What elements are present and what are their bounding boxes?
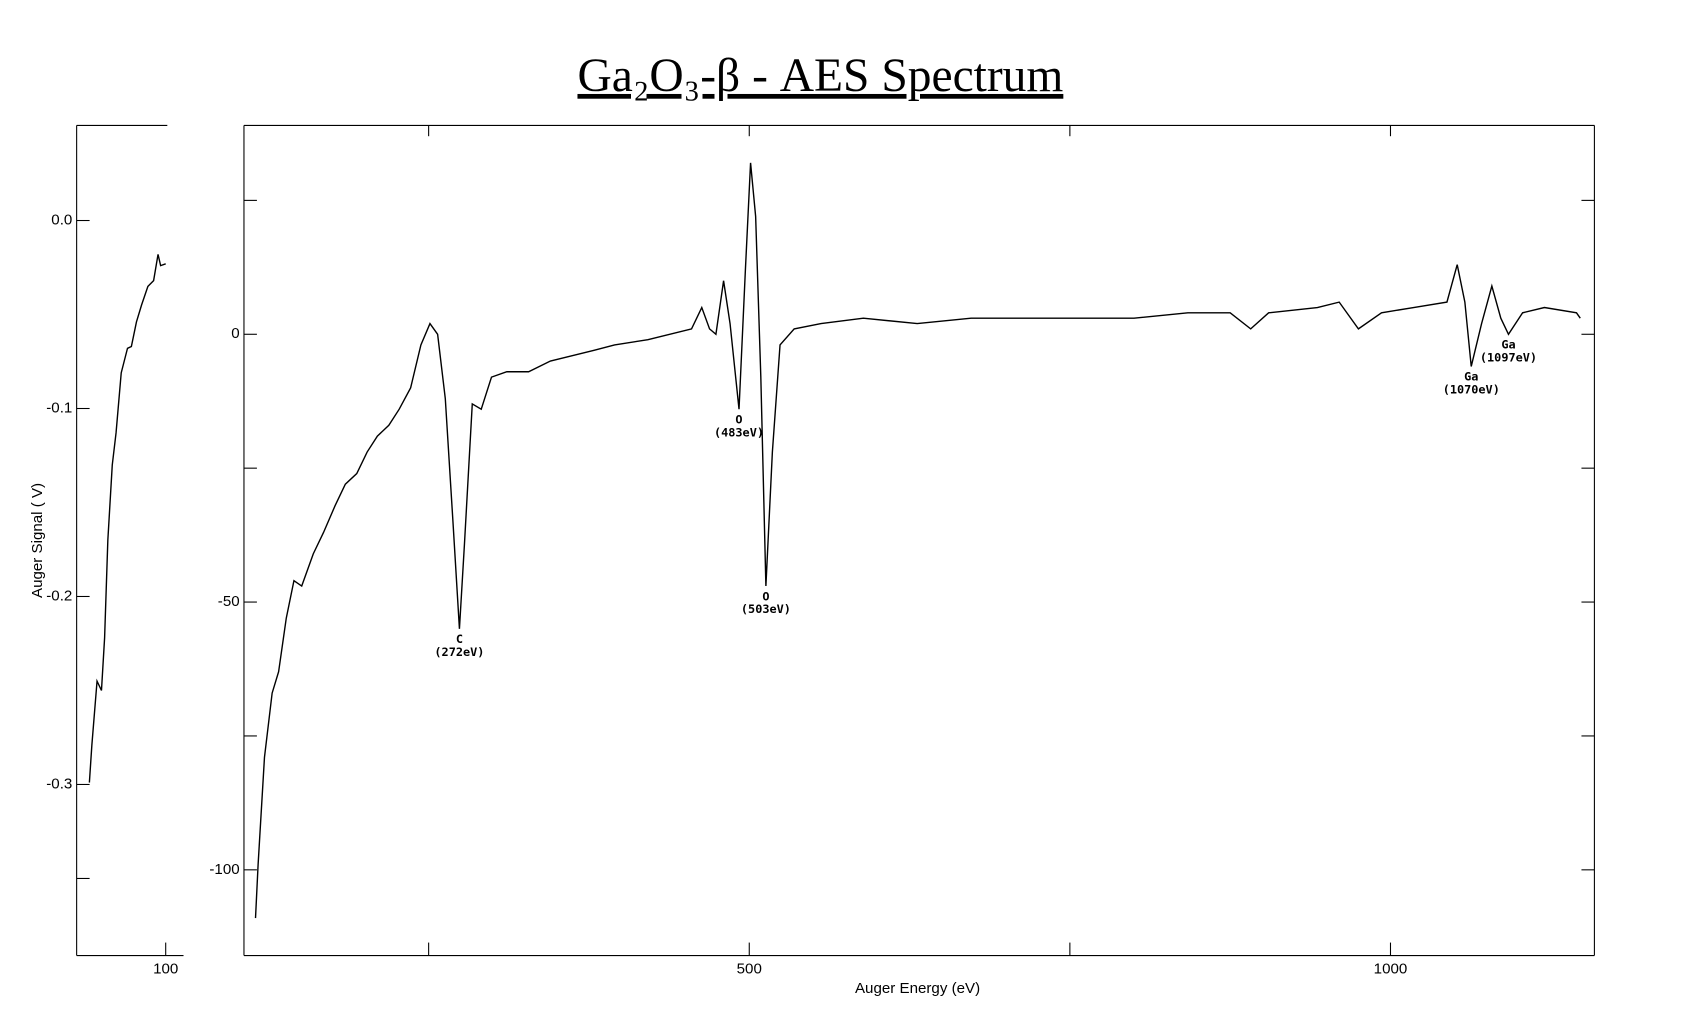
spectrum-line [88,254,166,783]
chart-title: Ga₂O₃-β - AES Spectrum [577,50,1063,102]
x-axis-label: Auger Energy (eV) [855,980,980,997]
peak-annotation: C(272eV) [434,632,484,659]
y-tick-label: -100 [209,861,239,878]
annotation-text: (1070eV) [1443,383,1500,397]
peak-annotation: Ga(1097eV) [1480,338,1537,365]
annotation-text: Ga [1501,338,1515,352]
annotation-text: Ga [1464,370,1478,384]
y-axis-label: Auger Signal ( V) [29,483,46,598]
annotation-text: (1097eV) [1480,351,1537,365]
annotation-text: (483eV) [714,425,764,439]
y-tick-label: -50 [218,593,240,610]
y-tick-label: 0 [231,325,239,342]
y-tick-label: -0.3 [46,775,72,792]
annotation-text: (503eV) [741,602,791,616]
peak-annotation: O(483eV) [714,413,764,440]
annotation-text: (272eV) [434,645,484,659]
peak-annotation: Ga(1070eV) [1443,370,1500,397]
annotation-text: O [735,413,742,427]
y-tick-label: -0.1 [46,399,72,416]
peak-annotation: O(503eV) [741,589,791,616]
y-tick-label: -0.2 [46,587,72,604]
x-tick-label: 100 [153,961,178,978]
x-tick-label: 500 [737,961,762,978]
y-tick-label: 0.0 [51,212,72,229]
annotation-text: O [762,589,769,603]
spectrum-line [254,162,1581,919]
x-tick-label: 1000 [1374,961,1408,978]
annotation-text: C [456,632,463,646]
